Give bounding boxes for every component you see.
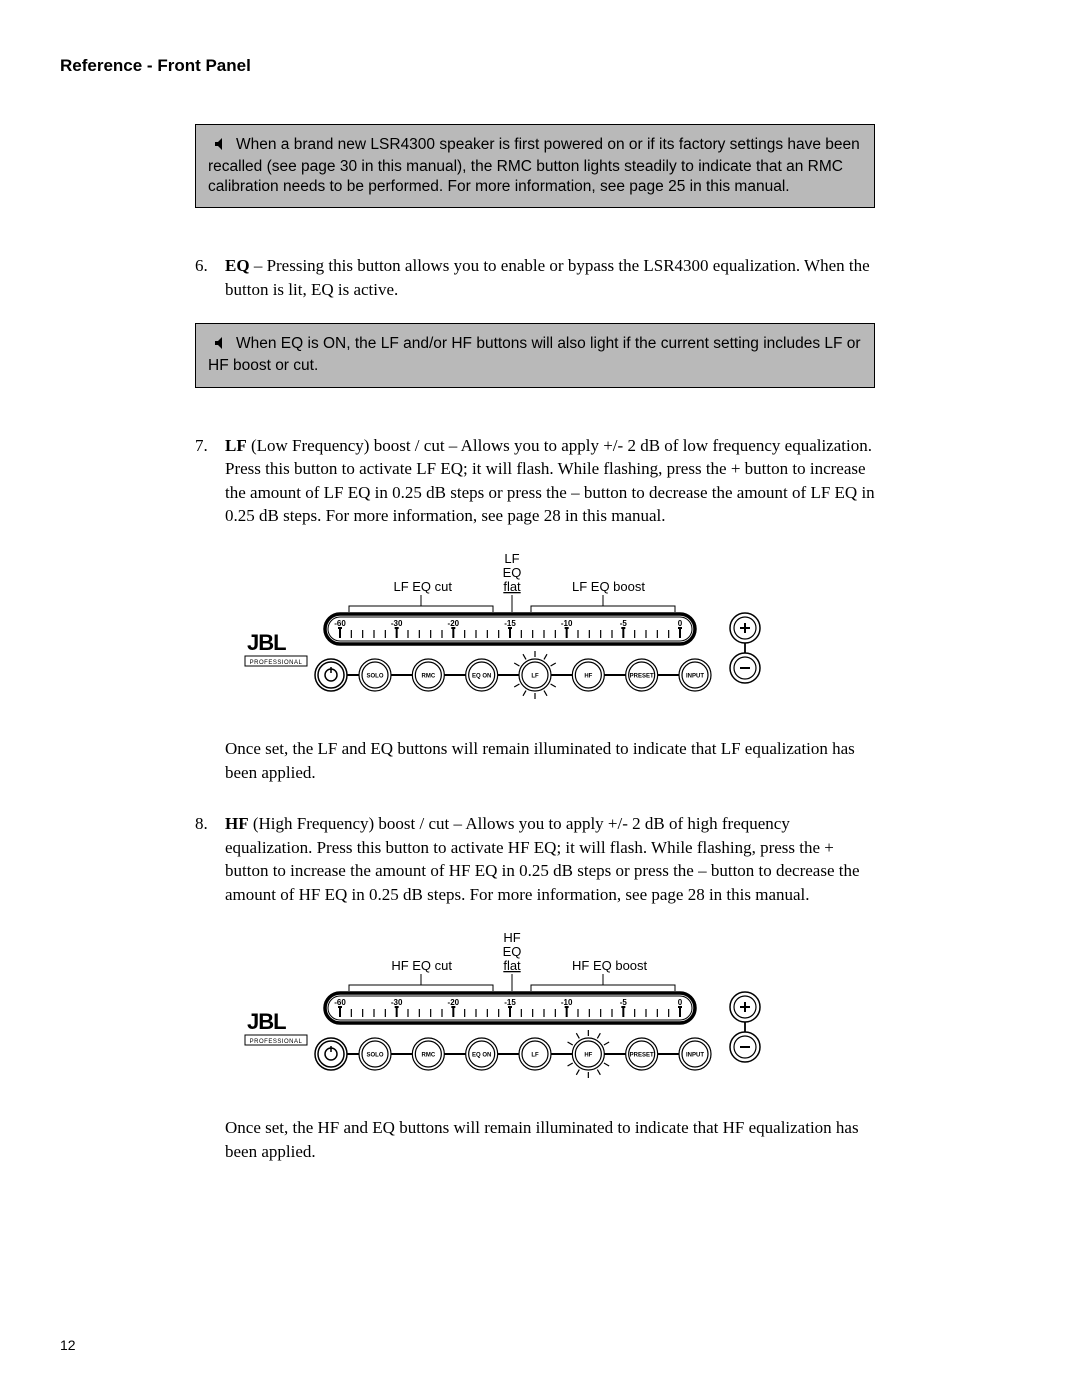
svg-text:PRESET: PRESET xyxy=(630,674,654,680)
svg-text:PROFESSIONAL: PROFESSIONAL xyxy=(250,1039,303,1045)
svg-text:-5: -5 xyxy=(620,998,628,1007)
svg-text:PROFESSIONAL: PROFESSIONAL xyxy=(250,660,303,666)
svg-text:-20: -20 xyxy=(448,619,460,628)
section-heading: Reference - Front Panel xyxy=(60,56,1020,76)
svg-text:EQ: EQ xyxy=(503,565,522,580)
list-number: 6. xyxy=(195,254,225,301)
svg-text:RMC: RMC xyxy=(421,674,435,680)
svg-text:flat: flat xyxy=(503,958,521,973)
svg-text:JBL: JBL xyxy=(247,630,286,655)
list-item-7: 7. LF (Low Frequency) boost / cut – Allo… xyxy=(195,434,875,528)
svg-text:-10: -10 xyxy=(561,619,573,628)
svg-text:EQ ON: EQ ON xyxy=(472,1053,491,1059)
svg-text:EQ: EQ xyxy=(503,944,522,959)
svg-text:INPUT: INPUT xyxy=(686,674,704,680)
svg-text:HF EQ boost: HF EQ boost xyxy=(572,958,648,973)
item-label: HF xyxy=(225,814,249,833)
hf-eq-diagram: HFEQflatHF EQ cutHF EQ boost-60-30-20-15… xyxy=(225,928,875,1098)
note-eq-on: When EQ is ON, the LF and/or HF buttons … xyxy=(195,323,875,387)
svg-text:-60: -60 xyxy=(334,998,346,1007)
item-text: (High Frequency) boost / cut – Allows yo… xyxy=(225,814,860,903)
svg-text:LF: LF xyxy=(531,1053,539,1059)
page-number: 12 xyxy=(60,1337,76,1353)
item-text: (Low Frequency) boost / cut – Allows you… xyxy=(225,436,875,525)
svg-text:LF: LF xyxy=(504,551,519,566)
svg-text:flat: flat xyxy=(503,579,521,594)
svg-text:EQ ON: EQ ON xyxy=(472,674,491,680)
svg-text:-10: -10 xyxy=(561,998,573,1007)
svg-text:SOLO: SOLO xyxy=(366,674,383,680)
svg-text:0: 0 xyxy=(678,998,683,1007)
svg-text:-60: -60 xyxy=(334,619,346,628)
svg-text:HF EQ cut: HF EQ cut xyxy=(391,958,452,973)
speaker-icon xyxy=(214,137,228,157)
item-text: – Pressing this button allows you to ena… xyxy=(225,256,870,298)
note-text: When a brand new LSR4300 speaker is firs… xyxy=(208,136,860,195)
item-label: EQ xyxy=(225,256,250,275)
after-lf-text: Once set, the LF and EQ buttons will rem… xyxy=(225,737,875,784)
svg-text:-5: -5 xyxy=(620,619,628,628)
lf-eq-diagram: LFEQflatLF EQ cutLF EQ boost-60-30-20-15… xyxy=(225,549,875,719)
svg-text:LF EQ boost: LF EQ boost xyxy=(572,579,645,594)
svg-text:-15: -15 xyxy=(504,619,516,628)
svg-text:0: 0 xyxy=(678,619,683,628)
svg-text:HF: HF xyxy=(584,674,592,680)
list-body: EQ – Pressing this button allows you to … xyxy=(225,254,875,301)
svg-text:-15: -15 xyxy=(504,998,516,1007)
speaker-icon xyxy=(214,336,228,356)
list-item-8: 8. HF (High Frequency) boost / cut – All… xyxy=(195,812,875,906)
note-rmc-calibration: When a brand new LSR4300 speaker is firs… xyxy=(195,124,875,208)
svg-text:-30: -30 xyxy=(391,998,403,1007)
svg-text:PRESET: PRESET xyxy=(630,1053,654,1059)
svg-text:HF: HF xyxy=(503,930,520,945)
list-item-6: 6. EQ – Pressing this button allows you … xyxy=(195,254,875,301)
svg-text:LF EQ cut: LF EQ cut xyxy=(393,579,452,594)
after-hf-text: Once set, the HF and EQ buttons will rem… xyxy=(225,1116,875,1163)
list-number: 7. xyxy=(195,434,225,528)
svg-text:RMC: RMC xyxy=(421,1053,435,1059)
item-label: LF xyxy=(225,436,247,455)
svg-text:HF: HF xyxy=(584,1053,592,1059)
svg-text:LF: LF xyxy=(531,674,539,680)
list-body: HF (High Frequency) boost / cut – Allows… xyxy=(225,812,875,906)
svg-text:INPUT: INPUT xyxy=(686,1053,704,1059)
list-number: 8. xyxy=(195,812,225,906)
svg-text:-20: -20 xyxy=(448,998,460,1007)
svg-text:-30: -30 xyxy=(391,619,403,628)
svg-text:SOLO: SOLO xyxy=(366,1053,383,1059)
list-body: LF (Low Frequency) boost / cut – Allows … xyxy=(225,434,875,528)
note-text: When EQ is ON, the LF and/or HF buttons … xyxy=(208,335,861,374)
svg-text:JBL: JBL xyxy=(247,1009,286,1034)
